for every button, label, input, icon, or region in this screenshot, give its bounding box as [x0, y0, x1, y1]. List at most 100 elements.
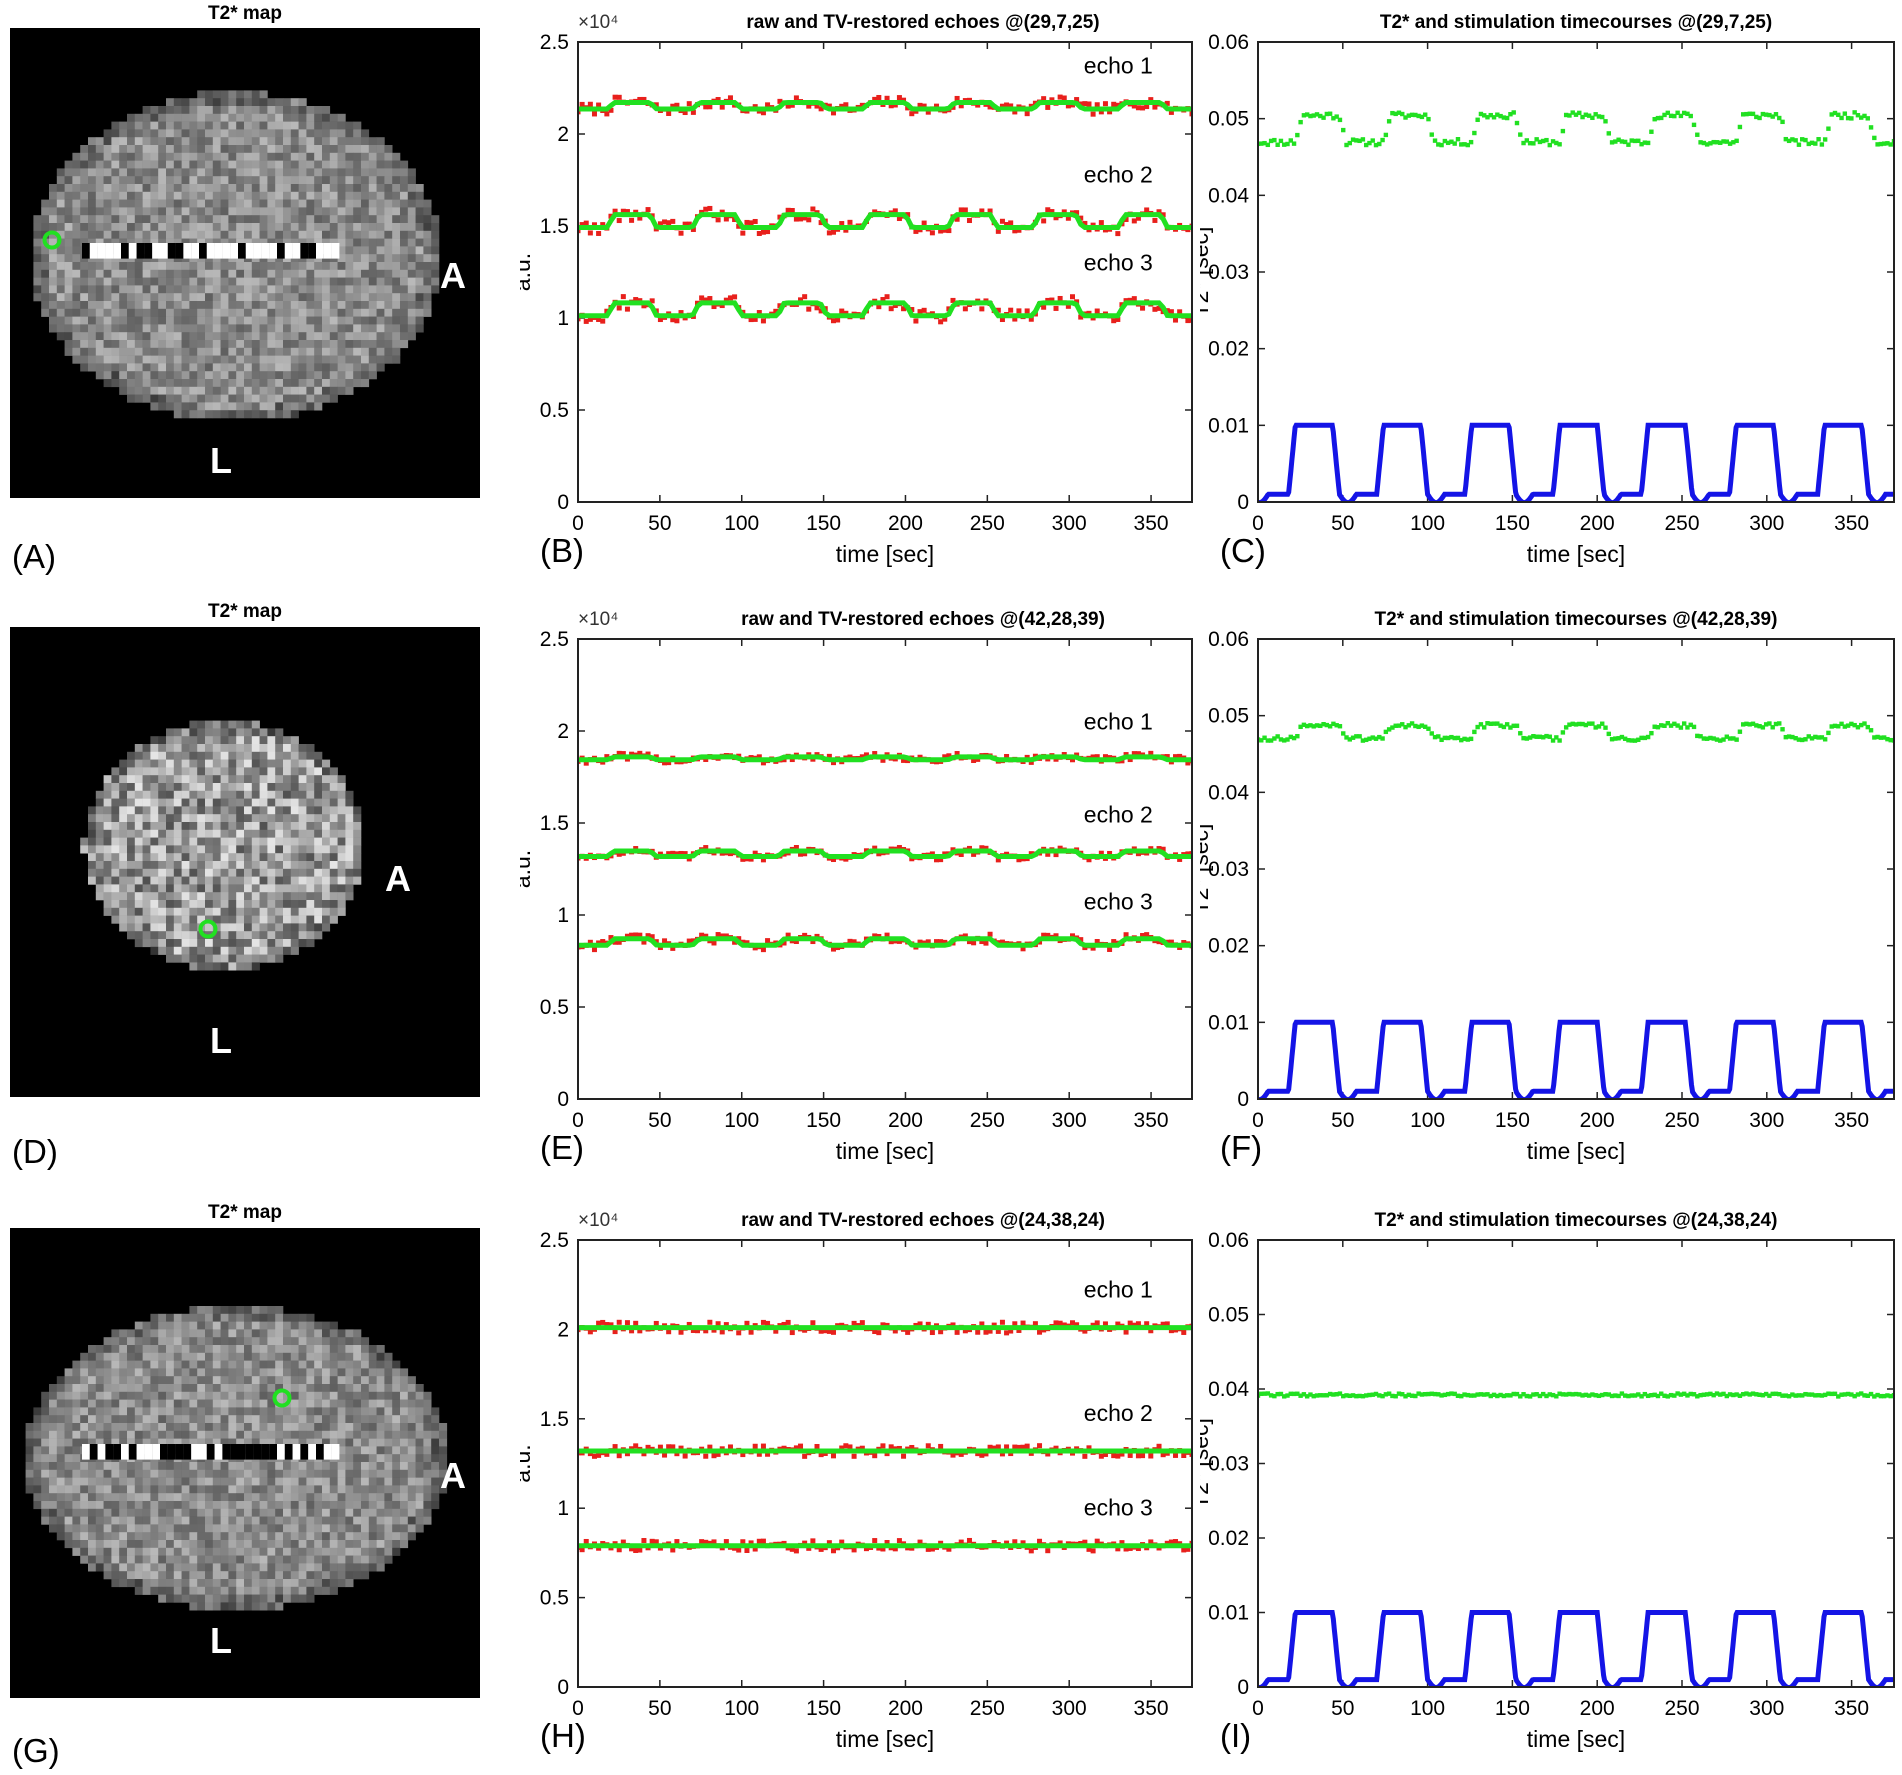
brain-voxel [376, 1423, 385, 1432]
brain-voxel [251, 775, 260, 784]
brain-voxel [361, 269, 370, 278]
t2star-point [1419, 114, 1425, 120]
brain-voxel [212, 822, 221, 831]
brain-voxel [189, 783, 198, 792]
brain-voxel [337, 230, 346, 239]
brain-voxel [173, 1399, 182, 1408]
brain-voxel [290, 371, 299, 380]
brain-voxel [345, 308, 354, 317]
brain-voxel [134, 829, 143, 838]
brain-voxel [251, 184, 260, 193]
brain-voxel [298, 207, 307, 216]
raw-echo-point [901, 306, 907, 312]
raw-echo-point [901, 757, 907, 763]
brain-voxel [88, 152, 97, 161]
brain-voxel [142, 262, 151, 271]
brain-voxel [368, 1430, 377, 1439]
t2star-point [1406, 723, 1412, 728]
t2star-point [1485, 721, 1490, 726]
t2star-point [1511, 110, 1516, 115]
brain-voxel [205, 892, 214, 901]
brain-voxel [119, 1376, 128, 1385]
brain-voxel [244, 798, 253, 807]
t2star-point [1750, 111, 1756, 117]
t2star-point [1344, 735, 1349, 740]
brain-voxel [392, 277, 401, 286]
raw-echo-point [600, 318, 606, 324]
brain-voxel [283, 915, 292, 924]
brain-voxel [306, 1391, 315, 1400]
brain-voxel [329, 1321, 338, 1330]
brain-voxel [290, 301, 299, 310]
brain-voxel [158, 884, 167, 893]
brain-voxel [80, 347, 89, 356]
brain-voxel [127, 1430, 136, 1439]
brain-voxel [345, 837, 354, 846]
brain-voxel [244, 207, 253, 216]
brain-voxel [290, 845, 299, 854]
brain-voxel [189, 324, 198, 333]
t2star-point [1796, 737, 1802, 742]
brain-voxel [267, 277, 276, 286]
brain-voxel [244, 1430, 253, 1439]
brain-voxel [33, 1430, 42, 1439]
brain-voxel [244, 1313, 253, 1322]
raw-echo-point [830, 110, 836, 116]
brain-voxel [142, 759, 151, 768]
brain-voxel [142, 332, 151, 341]
brain-voxel [337, 184, 346, 193]
brain-voxel [142, 876, 151, 885]
t2star-point [1672, 113, 1677, 119]
brain-voxel [236, 939, 245, 948]
brain-voxel [150, 1329, 159, 1338]
brain-voxel [298, 1399, 307, 1408]
brain-voxel [142, 316, 151, 325]
brain-voxel [95, 285, 104, 294]
brain-voxel [251, 402, 260, 411]
brain-voxel [400, 1415, 409, 1424]
brain-voxel [353, 355, 362, 364]
brain-voxel [228, 814, 237, 823]
x-tick-label: 250 [970, 512, 1005, 535]
brain-voxel [119, 269, 128, 278]
t2star-point [1855, 725, 1861, 730]
brain-voxel [376, 1391, 385, 1400]
t2star-point [1344, 142, 1349, 148]
brain-voxel [103, 230, 112, 239]
t2star-point [1767, 721, 1772, 726]
brain-voxel [166, 876, 175, 885]
brain-voxel [431, 262, 440, 271]
brain-voxel [181, 923, 190, 932]
brain-voxel [283, 191, 292, 200]
brain-voxel [88, 184, 97, 193]
t2star-point [1754, 114, 1759, 120]
brain-voxel [337, 798, 346, 807]
t2star-point [1632, 138, 1638, 144]
brain-voxel [80, 1430, 89, 1439]
brain-voxel [197, 191, 206, 200]
t2star-point [1295, 733, 1300, 739]
brain-voxel [181, 783, 190, 792]
brain-voxel [283, 1423, 292, 1432]
brain-voxel [173, 806, 182, 815]
brain-voxel [80, 308, 89, 317]
brain-voxel [205, 775, 214, 784]
brain-voxel [392, 168, 401, 177]
brain-voxel [150, 394, 159, 403]
t2star-point [1731, 736, 1736, 741]
brain-voxel [220, 798, 229, 807]
raw-echo-point [637, 750, 643, 756]
t2star-point [1534, 137, 1539, 142]
brain-voxel [56, 1384, 65, 1393]
brain-voxel [228, 728, 237, 737]
raw-echo-point [1069, 757, 1075, 763]
brain-voxel [283, 371, 292, 380]
brain-voxel [322, 379, 331, 388]
brain-voxel [290, 939, 299, 948]
brain-voxel [95, 892, 104, 901]
brain-voxel [298, 277, 307, 286]
brain-voxel [392, 238, 401, 247]
brain-voxel [95, 1376, 104, 1385]
brain-voxel [322, 1337, 331, 1346]
brain-voxel [283, 1337, 292, 1346]
